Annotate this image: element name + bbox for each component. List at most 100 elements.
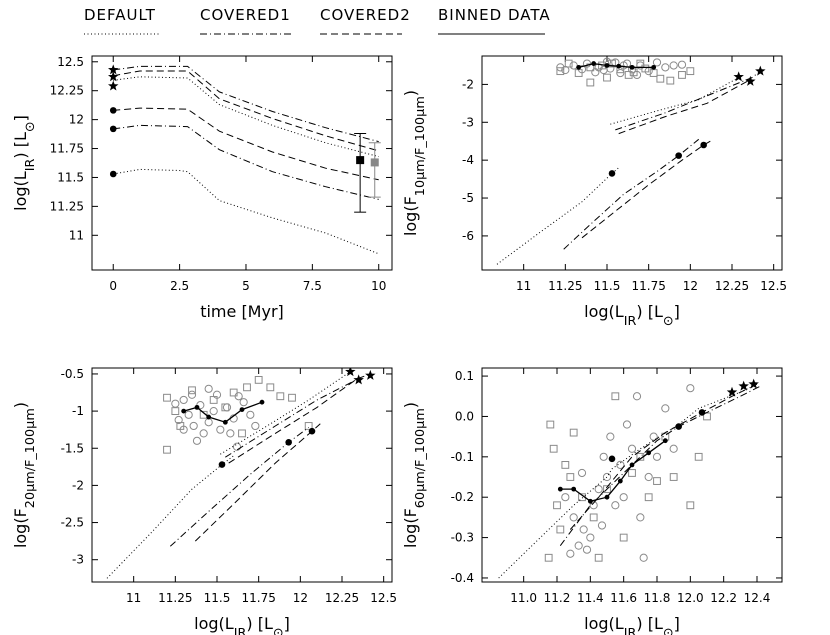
star-marker: [738, 380, 749, 391]
series-line-covered1: [615, 70, 761, 131]
data-point-square: [703, 412, 711, 421]
data-point-circle: [597, 521, 607, 530]
data-point-square: [163, 445, 171, 454]
data-point-circle: [204, 418, 213, 427]
star-marker: [108, 71, 119, 82]
y-tick-label: 11: [69, 228, 84, 242]
model-start-marker: [218, 461, 226, 468]
x-tick-label: 12.0: [677, 591, 704, 605]
data-point-circle: [226, 429, 235, 438]
data-point-circle: [636, 513, 645, 522]
legend-label-covered2: COVERED2: [320, 6, 411, 24]
panel-f10-f100-vs-lir: 11 11.25 11.5 11.75 12 12.25 12.5 -2 -3 -4 -5 -6 log…: [401, 55, 787, 329]
series-line-default: [496, 167, 620, 265]
data-point-square: [628, 469, 636, 477]
binned-data-point: [617, 478, 623, 484]
binned-data-point: [206, 414, 212, 420]
data-point-square: [644, 493, 653, 502]
data-point-circle: [606, 64, 615, 73]
binned-data-point: [571, 486, 577, 492]
data-point-circle: [619, 493, 628, 502]
data-point-circle: [184, 410, 193, 419]
series-line-default: [113, 76, 379, 158]
data-point-square: [653, 477, 661, 485]
binned-data-point: [222, 419, 228, 425]
data-point-circle: [652, 452, 662, 461]
legend: DEFAULT COVERED1 COVERED2 BINNED DATA: [84, 6, 551, 35]
binned-data-point: [259, 399, 265, 405]
binned-data-point: [604, 494, 610, 500]
panel-f20-f100-vs-lir: 11 11.25 11.5 11.75 12 12.25 12.5 -0.5 -1 -1.5 -2 -…: [11, 367, 397, 635]
model-start-marker: [608, 170, 616, 177]
data-point-square: [544, 553, 553, 562]
data-point-square: [611, 392, 620, 401]
data-point-square: [636, 59, 645, 68]
data-point-square: [586, 78, 595, 87]
x-tick-label: 11.25: [158, 591, 192, 605]
data-point-square: [171, 407, 180, 415]
legend-label-covered1: COVERED1: [200, 6, 291, 24]
y-tick-label: 11.5: [57, 170, 84, 184]
x-tick-label: 12: [293, 591, 308, 605]
series-line-covered2: [113, 107, 379, 181]
x-tick-label: 11.5: [204, 591, 231, 605]
y-tick-label: -0.4: [451, 571, 474, 585]
star-marker: [745, 75, 756, 86]
data-point-circle: [589, 501, 598, 510]
data-point-circle: [649, 432, 658, 441]
data-point-circle: [251, 421, 260, 431]
data-point-square: [188, 386, 196, 395]
star-marker: [365, 369, 376, 380]
data-point-square: [243, 383, 251, 392]
binned-data-point: [629, 64, 635, 70]
data-point-circle: [189, 421, 198, 431]
data-point-square: [678, 71, 686, 79]
data-point-square: [276, 392, 285, 401]
data-point-square: [238, 429, 246, 438]
binned-data-point: [662, 438, 668, 444]
data-point-circle: [611, 501, 620, 510]
binned-data-point: [194, 404, 200, 410]
data-point-square: [254, 375, 263, 384]
y-axis-label: log(F20μm/F_100μm): [11, 402, 38, 548]
binned-data-point: [646, 450, 652, 456]
data-point-circle: [569, 513, 578, 522]
series-line-covered1: [113, 65, 379, 143]
data-point-circle: [239, 398, 248, 407]
x-tick-label: 11.6: [610, 591, 637, 605]
binned-data-point: [576, 64, 582, 70]
legend-label-default: DEFAULT: [84, 6, 156, 24]
series-line-default: [220, 371, 351, 455]
data-point-circle: [661, 63, 670, 72]
legend-label-binned: BINNED DATA: [438, 6, 551, 24]
series-line-default: [610, 77, 739, 125]
x-tick-label: 12.4: [744, 591, 771, 605]
data-point-circle: [677, 60, 687, 69]
x-axis-label: time [Myr]: [200, 302, 284, 321]
model-start-marker: [698, 409, 706, 416]
binned-data-point: [239, 407, 245, 413]
data-point-square: [656, 74, 665, 83]
binned-data-point: [616, 63, 622, 69]
plot-frame: [91, 367, 393, 583]
data-point-square: [221, 403, 230, 412]
x-tick-label: 11.0: [510, 591, 537, 605]
y-tick-label: -2: [462, 77, 474, 91]
plot-frame: [91, 55, 393, 271]
data-point-circle: [579, 525, 588, 534]
data-point-square: [624, 71, 633, 79]
data-point-square: [603, 485, 611, 494]
plot-frame: [481, 367, 783, 583]
data-point-circle: [187, 390, 197, 399]
series-line-default: [498, 383, 758, 579]
plot-area: [498, 378, 761, 579]
data-point-square: [564, 59, 573, 68]
model-start-marker: [308, 427, 316, 435]
model-start-marker: [675, 423, 682, 430]
y-tick-label: 0.0: [455, 409, 474, 423]
data-point-square: [549, 444, 558, 453]
model-start-marker: [700, 141, 707, 149]
y-tick-label: -5: [462, 191, 474, 205]
plot-area: [496, 57, 766, 265]
